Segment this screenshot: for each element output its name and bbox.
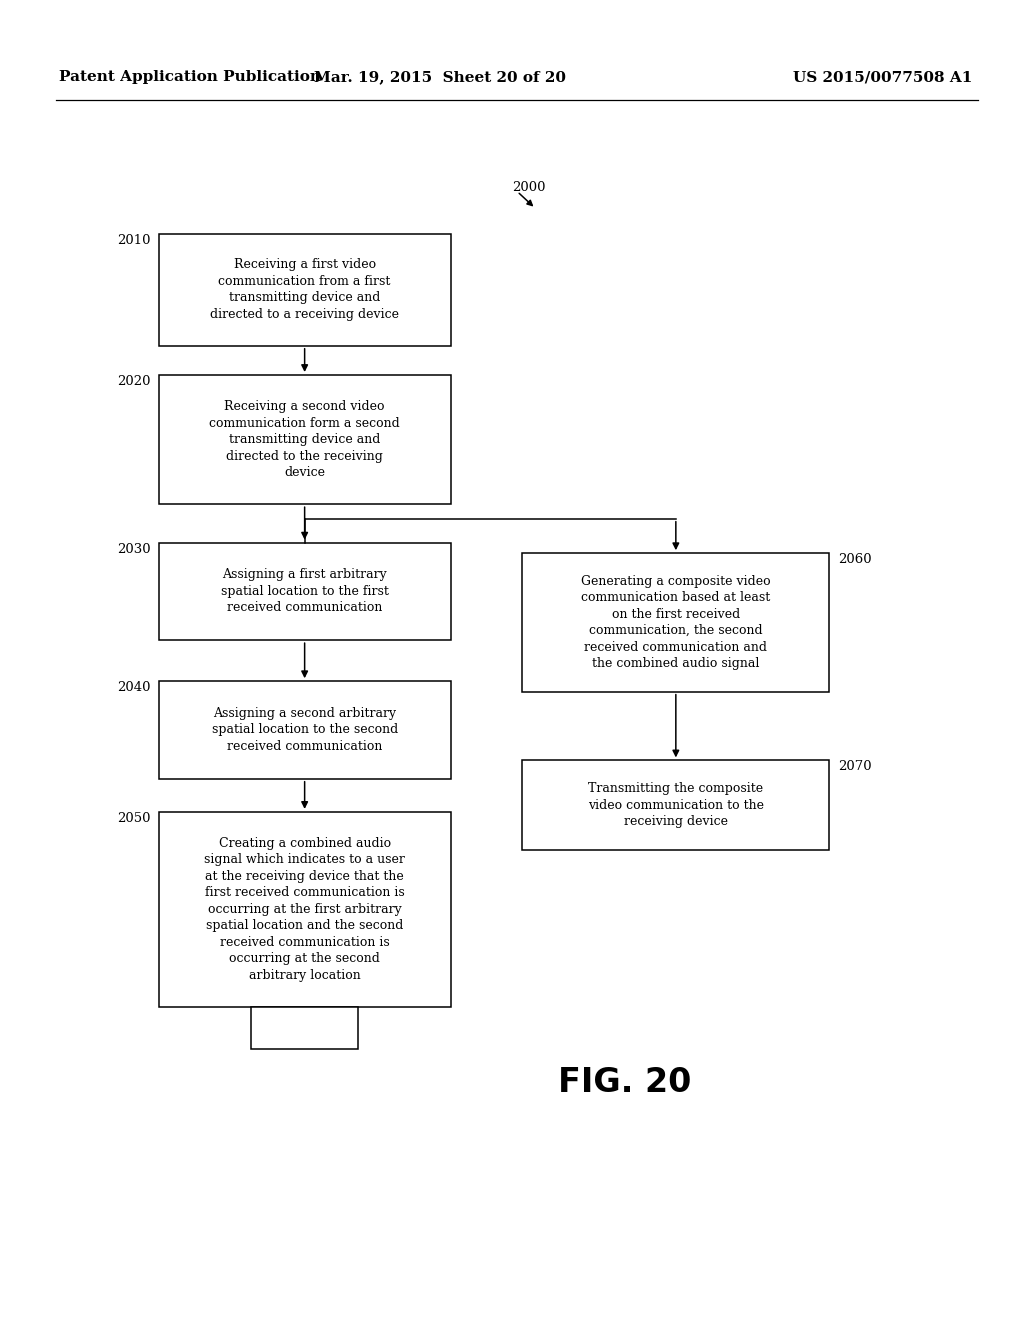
- Text: Creating a combined audio
signal which indicates to a user
at the receiving devi: Creating a combined audio signal which i…: [204, 837, 406, 982]
- Text: 2000: 2000: [512, 181, 546, 194]
- Text: 2070: 2070: [838, 760, 871, 774]
- Text: FIG. 20: FIG. 20: [558, 1067, 691, 1098]
- Text: Assigning a second arbitrary
spatial location to the second
received communicati: Assigning a second arbitrary spatial loc…: [212, 708, 397, 752]
- Text: Generating a composite video
communication based at least
on the first received
: Generating a composite video communicati…: [581, 574, 771, 671]
- Text: Transmitting the composite
video communication to the
receiving device: Transmitting the composite video communi…: [588, 783, 764, 828]
- Text: 2020: 2020: [117, 375, 151, 388]
- Text: 2060: 2060: [838, 553, 871, 566]
- Bar: [251, 1007, 358, 1049]
- Text: Receiving a second video
communication form a second
transmitting device and
dir: Receiving a second video communication f…: [209, 400, 400, 479]
- Bar: [522, 760, 829, 850]
- Text: Receiving a first video
communication from a first
transmitting device and
direc: Receiving a first video communication fr…: [210, 259, 399, 321]
- Bar: [159, 812, 451, 1007]
- Bar: [159, 681, 451, 779]
- Bar: [159, 375, 451, 504]
- Text: Assigning a first arbitrary
spatial location to the first
received communication: Assigning a first arbitrary spatial loca…: [221, 569, 388, 614]
- Bar: [522, 553, 829, 692]
- Text: 2040: 2040: [117, 681, 151, 694]
- Text: 2050: 2050: [117, 812, 151, 825]
- Text: Mar. 19, 2015  Sheet 20 of 20: Mar. 19, 2015 Sheet 20 of 20: [314, 70, 566, 84]
- Text: 2030: 2030: [117, 543, 151, 556]
- Text: 2010: 2010: [117, 234, 151, 247]
- Bar: [159, 234, 451, 346]
- Bar: [159, 543, 451, 640]
- Text: Patent Application Publication: Patent Application Publication: [59, 70, 322, 84]
- Text: US 2015/0077508 A1: US 2015/0077508 A1: [794, 70, 973, 84]
